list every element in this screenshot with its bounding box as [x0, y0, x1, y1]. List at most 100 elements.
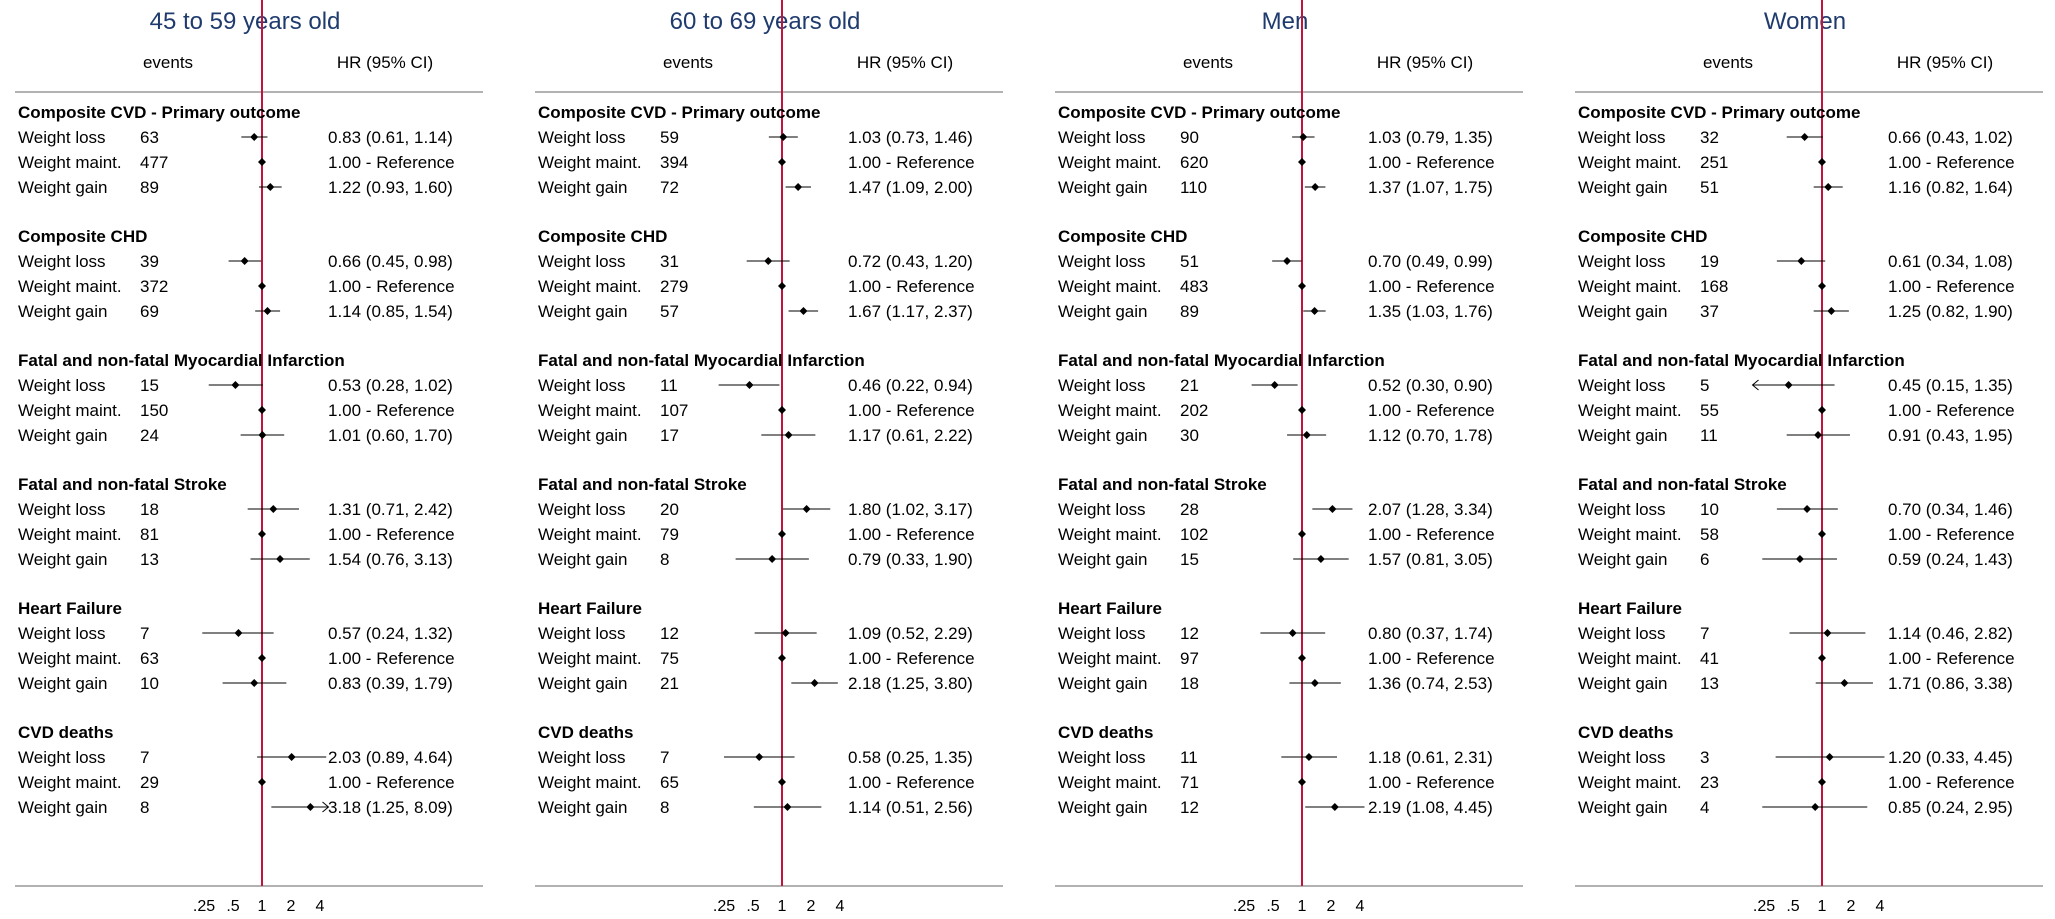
row-label: Weight loss [538, 376, 626, 395]
row-label: Weight loss [538, 748, 626, 767]
row-hr-text: 3.18 (1.25, 8.09) [328, 798, 453, 817]
row-label: Weight maint. [538, 649, 642, 668]
row-events: 394 [660, 153, 688, 172]
row-label: Weight loss [1578, 624, 1666, 643]
hr-point [745, 381, 754, 389]
group-title: Composite CHD [1058, 227, 1187, 246]
hr-point [258, 282, 266, 290]
group-title: Fatal and non-fatal Stroke [1058, 475, 1267, 494]
row-label: Weight maint. [538, 525, 642, 544]
hr-point [810, 679, 819, 687]
row-events: 13 [140, 550, 159, 569]
row-label: Weight maint. [538, 401, 642, 420]
row-events: 7 [140, 624, 149, 643]
hr-point [1825, 753, 1834, 761]
row-label: Weight gain [538, 798, 627, 817]
row-label: Weight gain [1578, 178, 1667, 197]
x-tick-label: 1 [1298, 898, 1307, 915]
row-label: Weight maint. [18, 277, 122, 296]
hr-point [1310, 679, 1319, 687]
group-title: Heart Failure [18, 599, 122, 618]
row-events: 7 [660, 748, 669, 767]
row-hr-text: 1.14 (0.85, 1.54) [328, 302, 453, 321]
row-label: Weight loss [1058, 624, 1146, 643]
row-hr-text: 2.03 (0.89, 4.64) [328, 748, 453, 767]
group-title: Composite CHD [538, 227, 667, 246]
row-events: 57 [660, 302, 679, 321]
row-events: 11 [660, 376, 678, 395]
x-tick-label: 4 [836, 898, 845, 915]
row-events: 65 [660, 773, 679, 792]
row-label: Weight loss [1058, 252, 1146, 271]
row-label: Weight loss [18, 376, 106, 395]
group-title: Composite CVD - Primary outcome [1578, 103, 1860, 122]
hr-point [794, 183, 803, 191]
group-title: Composite CVD - Primary outcome [18, 103, 300, 122]
group-title: Fatal and non-fatal Stroke [538, 475, 747, 494]
row-hr-text: 1.00 - Reference [328, 525, 455, 544]
row-events: 58 [1700, 525, 1719, 544]
row-label: Weight loss [1058, 128, 1146, 147]
row-events: 97 [1180, 649, 1199, 668]
group-title: CVD deaths [1058, 723, 1153, 742]
row-label: Weight maint. [1058, 649, 1162, 668]
row-events: 21 [660, 674, 679, 693]
hr-point [1818, 778, 1826, 786]
row-hr-text: 1.12 (0.70, 1.78) [1368, 426, 1493, 445]
hr-point [240, 257, 249, 265]
row-hr-text: 1.57 (0.81, 3.05) [1368, 550, 1493, 569]
row-hr-text: 2.18 (1.25, 3.80) [848, 674, 973, 693]
row-hr-text: 1.00 - Reference [328, 153, 455, 172]
row-events: 21 [1180, 376, 1199, 395]
hr-point [1310, 307, 1319, 315]
row-label: Weight gain [1058, 674, 1147, 693]
row-hr-text: 2.07 (1.28, 3.34) [1368, 500, 1493, 519]
row-label: Weight maint. [1058, 525, 1162, 544]
row-hr-text: 1.00 - Reference [1368, 277, 1495, 296]
row-events: 41 [1700, 649, 1719, 668]
row-label: Weight maint. [18, 525, 122, 544]
row-label: Weight gain [1058, 426, 1147, 445]
hr-point [1814, 431, 1823, 439]
row-events: 4 [1700, 798, 1709, 817]
row-events: 59 [660, 128, 679, 147]
hr-point [1797, 257, 1806, 265]
row-hr-text: 1.00 - Reference [1368, 525, 1495, 544]
row-label: Weight gain [18, 674, 107, 693]
row-label: Weight maint. [1058, 153, 1162, 172]
row-hr-text: 1.00 - Reference [848, 649, 975, 668]
row-label: Weight loss [18, 748, 106, 767]
events-header: events [143, 53, 193, 72]
row-events: 8 [140, 798, 149, 817]
row-hr-text: 0.66 (0.45, 0.98) [328, 252, 453, 271]
row-label: Weight gain [1058, 550, 1147, 569]
x-tick-label: 2 [1327, 898, 1336, 915]
row-hr-text: 1.00 - Reference [328, 401, 455, 420]
hr-point [1818, 530, 1826, 538]
row-label: Weight gain [18, 426, 107, 445]
row-label: Weight maint. [1578, 401, 1682, 420]
row-label: Weight loss [18, 252, 106, 271]
hr-point [1818, 158, 1826, 166]
row-hr-text: 1.16 (0.82, 1.64) [1888, 178, 2013, 197]
row-label: Weight maint. [1058, 773, 1162, 792]
hr-point [1818, 282, 1826, 290]
row-label: Weight maint. [538, 773, 642, 792]
row-events: 81 [140, 525, 159, 544]
group-title: Composite CHD [1578, 227, 1707, 246]
row-hr-text: 1.00 - Reference [328, 773, 455, 792]
row-hr-text: 0.53 (0.28, 1.02) [328, 376, 453, 395]
row-label: Weight loss [18, 500, 106, 519]
hr-point [783, 803, 792, 811]
hr-point [1298, 406, 1306, 414]
row-events: 23 [1700, 773, 1719, 792]
row-label: Weight gain [538, 426, 627, 445]
row-label: Weight maint. [1578, 773, 1682, 792]
group-title: Composite CVD - Primary outcome [1058, 103, 1340, 122]
row-events: 10 [1700, 500, 1719, 519]
row-events: 7 [1700, 624, 1709, 643]
group-title: CVD deaths [1578, 723, 1673, 742]
hr-point [1803, 505, 1812, 513]
row-hr-text: 1.25 (0.82, 1.90) [1888, 302, 2013, 321]
row-hr-text: 0.57 (0.24, 1.32) [328, 624, 453, 643]
